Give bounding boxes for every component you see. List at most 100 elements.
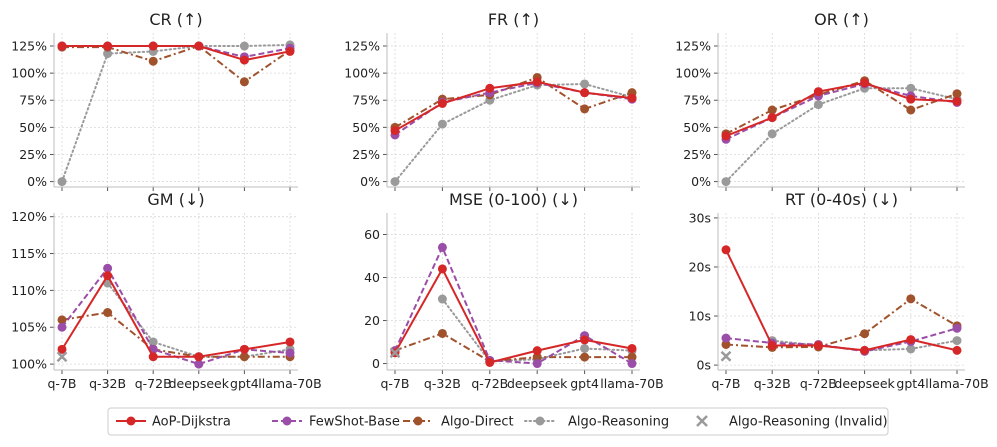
data-point-algo-reasoning: [57, 177, 67, 187]
legend-item-aop-dijkstra: AoP-Dijkstra: [116, 415, 231, 430]
chart-panel-gm: GM (↓) 100% 105% 110% 115% 120% q-7B q-32B q-72B…: [11, 190, 321, 391]
data-point-aop-dijkstra: [194, 41, 204, 51]
x-tick-label: gpt4: [896, 376, 925, 391]
data-point-fewshot-base: [721, 333, 731, 343]
chart-panel-or: OR (↑) 0% 25% 50% 75% 100% 125%: [675, 10, 965, 191]
chart-panel-rt-0-40s: RT (0-40s) (↓) 0s 10s 20s 30s q-7B q-32B q-72Bd…: [689, 190, 989, 391]
chart-panel-fr: FR (↑) 0% 25% 50% 75% 100% 125%: [344, 10, 640, 191]
y-tick-label: 20s: [689, 259, 711, 274]
x-tick-label: q-32B: [89, 376, 126, 391]
data-point-algo-reasoning: [721, 177, 731, 187]
y-tick-label: 115%: [11, 246, 47, 261]
invalid-point-x-marker: [389, 347, 401, 359]
data-point-aop-dijkstra: [103, 41, 113, 51]
chart-panel-cr: CR (↑) 0% 25% 50% 75% 100% 125%: [11, 10, 298, 191]
y-tick-label: 100%: [11, 357, 47, 372]
data-point-algo-direct: [721, 339, 731, 349]
legend-label-algo-direct: Algo-Direct: [441, 415, 514, 430]
data-point-algo-reasoning: [767, 129, 777, 139]
legend-item-fewshot-base: FewShot-Base: [272, 415, 400, 430]
data-point-aop-dijkstra: [767, 113, 777, 123]
data-point-algo-direct: [580, 352, 590, 362]
x-tick-label: deepseek: [834, 376, 895, 391]
data-point-algo-direct: [103, 308, 113, 318]
legend: AoP-Dijkstra FewShot-Base Algo-Direct Al…: [107, 407, 889, 436]
x-tick-label: q-32B: [424, 376, 461, 391]
series-line-aop-dijkstra: [61, 274, 291, 358]
x-tick-label: q-7B: [712, 376, 741, 391]
data-point-fewshot-base: [532, 359, 542, 369]
data-point-algo-direct: [767, 105, 777, 115]
legend-item-algo-direct: Algo-Direct: [403, 415, 514, 430]
y-tick-label: 50%: [19, 120, 47, 135]
data-point-algo-direct: [239, 77, 249, 87]
invalid-point-x-marker: [720, 350, 732, 362]
legend-marker-algo-reasoning: [535, 416, 545, 426]
y-tick-label: 105%: [11, 320, 47, 335]
data-point-aop-dijkstra: [813, 340, 823, 350]
series-line-aop-dijkstra: [725, 249, 958, 352]
data-point-aop-dijkstra: [952, 345, 962, 355]
y-tick-label: 100%: [344, 66, 380, 81]
y-tick-label: 25%: [352, 147, 380, 162]
x-tick-label: gpt4: [570, 376, 599, 391]
data-point-algo-direct: [860, 329, 870, 339]
data-point-fewshot-base: [285, 348, 295, 358]
y-tick-label: 25%: [19, 147, 47, 162]
x-tick-label: gpt4: [230, 376, 259, 391]
data-point-aop-dijkstra: [103, 271, 113, 281]
data-point-aop-dijkstra: [57, 344, 67, 354]
y-tick-label: 110%: [11, 283, 47, 298]
data-point-algo-reasoning: [103, 49, 113, 59]
series-line-fewshot-base: [725, 83, 958, 141]
panel-title: MSE (0-100) (↓): [449, 190, 578, 209]
data-point-aop-dijkstra: [148, 41, 158, 51]
y-tick-label: 120%: [11, 209, 47, 224]
y-tick-label: 75%: [683, 93, 711, 108]
series-line-aop-dijkstra: [62, 45, 291, 62]
data-point-aop-dijkstra: [485, 83, 495, 93]
data-point-aop-dijkstra: [721, 245, 731, 255]
x-tick-label: q-72B: [135, 376, 172, 391]
data-point-algo-reasoning: [580, 343, 590, 353]
data-point-aop-dijkstra: [532, 346, 542, 356]
legend-frame: [107, 407, 889, 436]
x-tick-label: llama-70B: [600, 376, 663, 391]
series-line-aop-dijkstra: [394, 267, 633, 364]
data-point-aop-dijkstra: [813, 87, 823, 97]
series-line-algo-direct: [62, 45, 291, 83]
y-tick-label: 100%: [11, 66, 47, 81]
series-line-algo-direct: [725, 297, 958, 349]
data-point-aop-dijkstra: [57, 41, 67, 51]
data-point-aop-dijkstra: [580, 335, 590, 345]
data-point-aop-dijkstra: [906, 94, 916, 104]
series-line-algo-direct: [725, 79, 958, 135]
data-point-aop-dijkstra: [627, 343, 637, 353]
x-tick-label: q-72B: [471, 376, 508, 391]
data-point-fewshot-base: [437, 242, 447, 252]
data-point-aop-dijkstra: [437, 98, 447, 108]
data-point-algo-reasoning: [580, 79, 590, 89]
x-tick-label: q-7B: [48, 376, 77, 391]
data-point-aop-dijkstra: [390, 126, 400, 136]
series-line-fewshot-base: [725, 327, 958, 353]
data-point-aop-dijkstra: [485, 357, 495, 367]
data-point-aop-dijkstra: [239, 344, 249, 354]
data-point-algo-direct: [627, 352, 637, 362]
data-point-algo-direct: [437, 328, 447, 338]
x-tick-label: q-72B: [800, 376, 837, 391]
data-point-algo-direct: [906, 294, 916, 304]
data-point-algo-reasoning: [437, 119, 447, 129]
data-point-algo-direct: [148, 56, 158, 66]
legend-x-marker-icon: [696, 415, 708, 427]
y-tick-label: 0%: [360, 174, 380, 189]
data-point-algo-direct: [906, 105, 916, 115]
panel-title: CR (↑): [149, 10, 202, 29]
data-point-algo-reasoning: [813, 100, 823, 110]
data-point-aop-dijkstra: [580, 88, 590, 98]
data-point-fewshot-base: [194, 359, 204, 369]
series-line-algo-reasoning: [61, 43, 291, 183]
x-tick-label: deepseek: [169, 376, 230, 391]
series-line-algo-direct: [394, 76, 633, 129]
x-tick-label: q-7B: [381, 376, 410, 391]
